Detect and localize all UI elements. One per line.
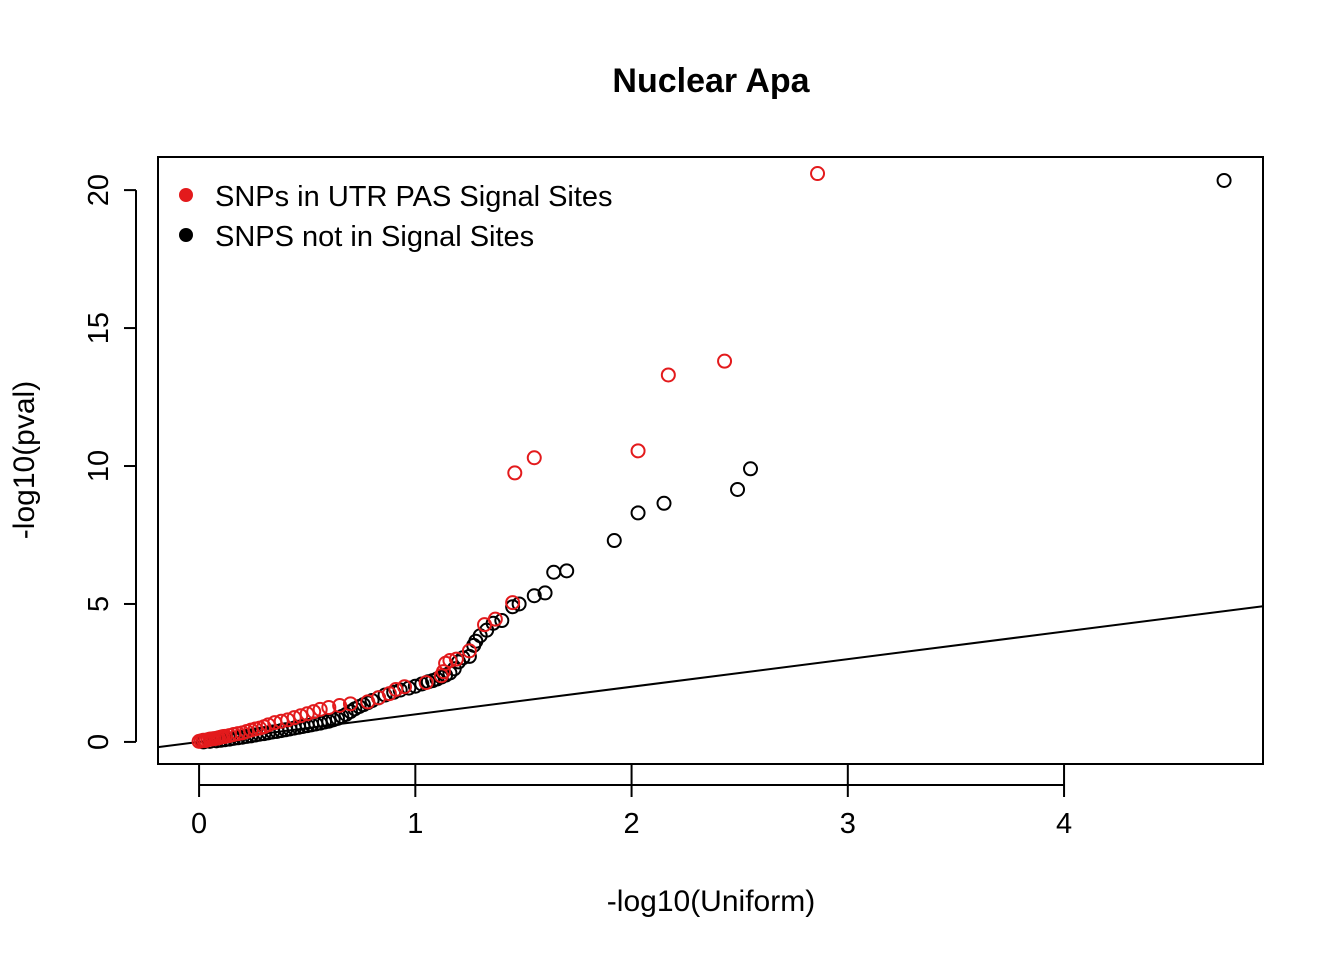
- y-axis-label: -log10(pval): [8, 381, 41, 539]
- legend-marker-red: [179, 188, 193, 202]
- point-red: [630, 443, 646, 459]
- point-black: [730, 481, 746, 497]
- point-red: [342, 696, 358, 712]
- plot-frame: [157, 156, 1264, 765]
- point-red: [717, 353, 733, 369]
- x-axis: 0 1 2 3 4: [191, 764, 1072, 840]
- point-red: [487, 611, 503, 627]
- point-black: [606, 533, 622, 549]
- point-black: [537, 585, 553, 601]
- legend-label-pas: SNPs in UTR PAS Signal Sites: [215, 181, 613, 213]
- chart-title: Nuclear Apa: [612, 62, 810, 100]
- point-red: [286, 710, 302, 726]
- point-black: [546, 564, 562, 580]
- point-red: [397, 679, 413, 695]
- x-axis-label: -log10(Uniform): [607, 885, 815, 918]
- point-red: [280, 712, 296, 728]
- point-red: [312, 701, 328, 717]
- point-black: [526, 588, 542, 604]
- x-tick-label: 0: [191, 808, 207, 840]
- point-red: [442, 653, 458, 669]
- y-tick-label: 20: [83, 174, 115, 206]
- x-tick-label: 1: [407, 808, 423, 840]
- point-red: [332, 698, 348, 714]
- point-black: [1216, 172, 1232, 188]
- point-red: [810, 166, 826, 182]
- point-red: [293, 708, 309, 724]
- legend-marker-black: [179, 228, 193, 242]
- point-red: [321, 699, 337, 715]
- y-tick-label: 15: [83, 312, 115, 344]
- point-red: [418, 675, 434, 691]
- y-tick-label: 10: [83, 450, 115, 482]
- point-black: [630, 505, 646, 521]
- point-red: [299, 706, 315, 722]
- y-tick-label: 0: [83, 734, 115, 750]
- x-tick-label: 2: [624, 808, 640, 840]
- point-red: [526, 450, 542, 466]
- x-tick-label: 3: [840, 808, 856, 840]
- point-black: [559, 563, 575, 579]
- point-black: [743, 461, 759, 477]
- x-tick-label: 4: [1056, 808, 1072, 840]
- point-red: [448, 651, 464, 667]
- point-red: [388, 682, 404, 698]
- y-axis: 0 5 10 15 20: [83, 174, 137, 750]
- point-red: [306, 704, 322, 720]
- legend: SNPs in UTR PAS Signal Sites SNPS not in…: [179, 181, 613, 253]
- y-tick-label: 5: [83, 596, 115, 612]
- point-red: [660, 367, 676, 383]
- point-red: [507, 465, 523, 481]
- point-black: [656, 495, 672, 511]
- legend-label-not-pas: SNPS not in Signal Sites: [215, 221, 534, 253]
- point-black: [511, 596, 527, 612]
- point-black: [494, 613, 510, 629]
- point-red: [461, 643, 477, 659]
- point-red: [505, 595, 521, 611]
- point-red: [435, 664, 451, 680]
